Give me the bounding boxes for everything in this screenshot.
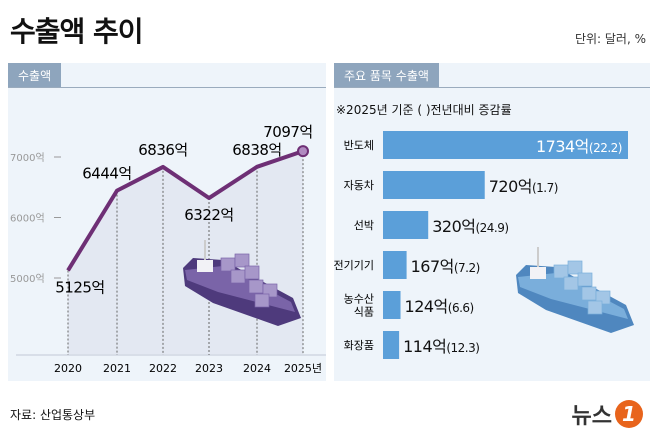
bar	[383, 291, 401, 319]
ship-container	[244, 265, 260, 280]
panel-label: 수출액	[8, 63, 62, 87]
x-tick-label: 2023	[195, 362, 223, 375]
data-point	[297, 145, 309, 158]
ship-container	[567, 260, 583, 275]
page-title: 수출액 추이	[10, 15, 144, 48]
category-label: 선박	[354, 219, 374, 232]
series-line	[66, 149, 304, 272]
chart-note: ※2025년 기준 ( )전년대비 증감률	[336, 103, 512, 117]
logo: 뉴스 1	[572, 398, 644, 430]
value-label: 114억(12.3)	[403, 337, 479, 356]
x-tick-label: 2025년	[284, 362, 322, 375]
line-chart-panel: 수출액 5000억 6000억 7000억 2020 2021 2022 2023 2024 2…	[8, 63, 326, 381]
ship-container	[248, 279, 264, 294]
ship-container	[254, 293, 270, 308]
ship-container	[553, 264, 569, 279]
divider	[8, 87, 326, 88]
bar	[383, 171, 485, 199]
bar-chart-panel: 주요 품목 수출액 ※2025년 기준 ( )전년대비 증감률 반도체 1734억…	[334, 63, 650, 381]
x-tick-label: 2021	[103, 362, 131, 375]
ship-bridge	[530, 267, 546, 279]
panel-label: 주요 품목 수출액	[334, 63, 439, 87]
divider	[334, 87, 650, 88]
bar	[383, 331, 400, 359]
ship-container	[563, 276, 579, 291]
data-label: 6322억	[184, 206, 233, 224]
data-label: 7097억	[263, 123, 312, 141]
x-tick-label: 2020	[54, 362, 82, 375]
y-tick-label: 5000억	[10, 273, 45, 285]
ship-bridge	[197, 260, 213, 272]
value-label: 720억(1.7)	[489, 177, 558, 196]
category-label: 반도체	[344, 139, 374, 152]
ship-container	[220, 257, 236, 272]
bar	[383, 251, 407, 279]
category-label: 화장품	[344, 339, 374, 352]
logo-mark-icon: 1	[615, 400, 643, 428]
x-tick-label: 2022	[149, 362, 177, 375]
category-label: 농수산	[344, 293, 374, 306]
y-tick-label: 6000억	[10, 213, 45, 225]
category-label: 자동차	[344, 179, 374, 192]
data-label: 6444억	[82, 165, 131, 183]
x-tick-label: 2024	[243, 362, 271, 375]
value-label: 320억(24.9)	[432, 217, 508, 236]
bar	[383, 211, 429, 239]
bar	[383, 131, 628, 159]
unit-note: 단위: 달러, %	[574, 32, 646, 46]
line-chart: 5000억 6000억 7000억 2020 2021 2022 2023 2024 2025년…	[10, 123, 326, 375]
ship-container	[234, 253, 250, 268]
ship-illustration	[516, 247, 634, 333]
category-label: 전기기기	[334, 259, 374, 272]
category-label: 식품	[354, 306, 374, 319]
data-label: 6836억	[138, 141, 187, 159]
y-tick-label: 7000억	[10, 152, 45, 164]
ship-container	[230, 269, 246, 284]
svg-text:1: 1	[622, 402, 636, 426]
data-label: 6838억	[232, 141, 281, 159]
ship-container	[581, 286, 597, 301]
value-label: 167억(7.2)	[411, 257, 480, 276]
value-label: 124억(6.6)	[405, 297, 474, 316]
source-note: 자료: 산업통상부	[10, 408, 96, 422]
ship-container	[587, 300, 603, 315]
value-label: 1734억(22.2)	[536, 137, 622, 156]
logo-text: 뉴스	[571, 404, 612, 429]
ship-illustration	[183, 240, 301, 326]
bar-chart: 반도체 1734억(22.2) 자동차 720억(1.7) 선박 320억(24.9) 전기…	[334, 131, 634, 359]
ship-container	[577, 272, 593, 287]
data-label: 5125억	[55, 278, 104, 296]
